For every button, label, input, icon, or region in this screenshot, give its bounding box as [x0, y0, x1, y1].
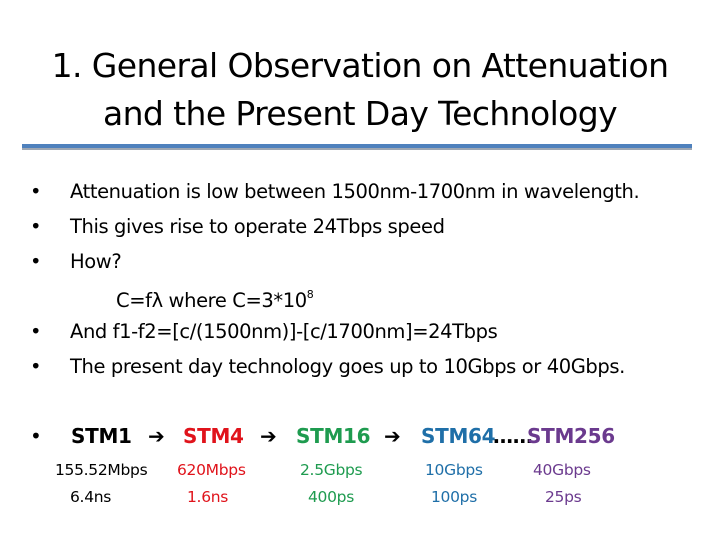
bullet-dot-icon: • — [30, 215, 42, 238]
bullet-text: And f1-f2=[c/(1500nm)]-[c/1700nm]=24Tbps — [70, 320, 498, 343]
formula-exponent: 8 — [306, 288, 314, 301]
stm-label-stm4: STM4 — [183, 424, 244, 448]
stm1-rate: 155.52Mbps — [55, 461, 148, 479]
formula-text: C=fλ where C=3*10 — [116, 289, 307, 312]
stm1-period: 6.4ns — [70, 488, 112, 506]
stm16-period: 400ps — [308, 488, 354, 506]
stm-label-stm256: STM256 — [527, 424, 615, 448]
stm-label-stm64: STM64 — [421, 424, 496, 448]
stm16-rate: 2.5Gbps — [300, 461, 363, 479]
stm256-period: 25ps — [545, 488, 582, 506]
bullet-text: The present day technology goes up to 10… — [70, 355, 625, 378]
title-underline-shadow — [22, 148, 692, 150]
title-underline — [22, 144, 692, 148]
slide-title-line-2: and the Present Day Technology — [102, 94, 618, 133]
right-arrow-icon: ➔ — [260, 424, 277, 448]
stm-label-stm1: STM1 — [71, 424, 132, 448]
right-arrow-icon: ➔ — [384, 424, 401, 448]
stm-label-stm16: STM16 — [296, 424, 371, 448]
ellipsis: …… — [493, 424, 533, 448]
stm64-period: 100ps — [431, 488, 477, 506]
right-arrow-icon: ➔ — [148, 424, 165, 448]
stm256-rate: 40Gbps — [533, 461, 591, 479]
bullet-dot-icon: • — [30, 250, 42, 273]
stm4-period: 1.6ns — [187, 488, 229, 506]
bullet-text: Attenuation is low between 1500nm-1700nm… — [70, 180, 640, 203]
slide-title-line-1: 1. General Observation on Attenuation — [51, 46, 669, 85]
stm64-rate: 10Gbps — [425, 461, 483, 479]
bullet-dot-icon: • — [30, 424, 42, 448]
stm4-rate: 620Mbps — [177, 461, 246, 479]
bullet-dot-icon: • — [30, 320, 42, 343]
slide-title: 1. General Observation on Attenuation an… — [0, 42, 720, 138]
bullet-text: This gives rise to operate 24Tbps speed — [70, 215, 445, 238]
bullet-dot-icon: • — [30, 355, 42, 378]
formula-line: C=fλ where C=3*108 — [116, 288, 314, 312]
bullet-text: How? — [70, 250, 122, 273]
bullet-dot-icon: • — [30, 180, 42, 203]
